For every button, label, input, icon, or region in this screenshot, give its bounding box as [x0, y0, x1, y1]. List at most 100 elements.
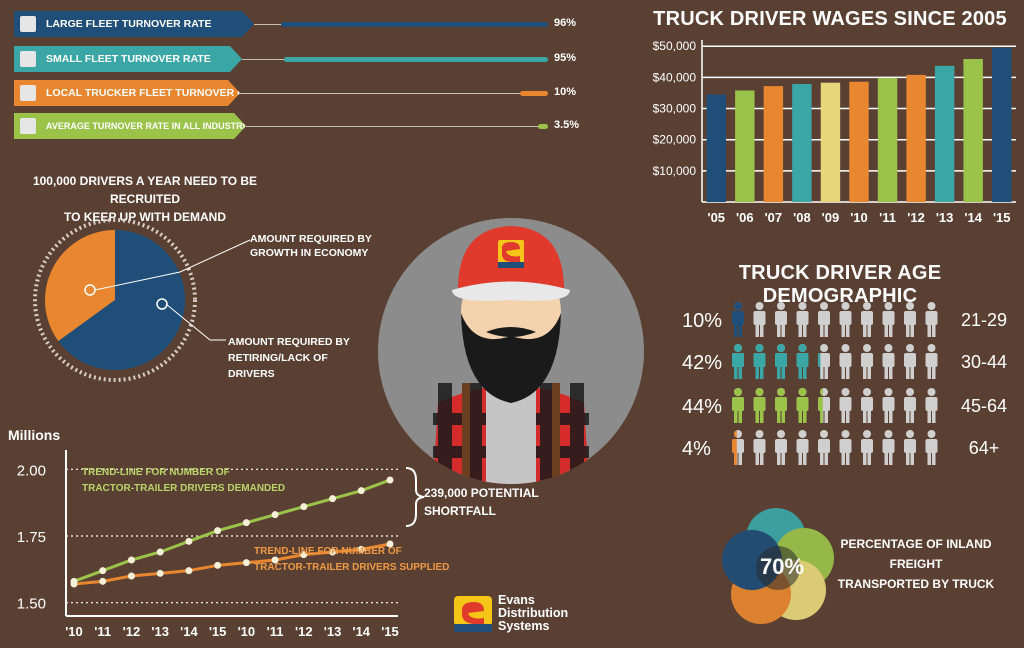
- wage-bar: [963, 59, 983, 202]
- trend-point: [329, 495, 337, 503]
- x-tick-label: '10: [65, 624, 83, 639]
- recruit-heading-line1: 100,000 Drivers a year need to be recrui…: [32, 174, 258, 206]
- trend-point: [156, 548, 164, 556]
- wage-bar: [906, 74, 926, 202]
- freight-label-line3: transported by truck: [837, 577, 995, 591]
- person-icon: [882, 344, 895, 379]
- person-icon: [775, 430, 787, 465]
- trend-line: [73, 478, 391, 583]
- gap-label: 239,000 potential shortfall: [424, 484, 539, 520]
- beard: [461, 313, 561, 403]
- growth-label-line2: growth in economy: [250, 247, 369, 259]
- person-icon: [904, 430, 916, 465]
- age-row: 44% 45-64: [676, 386, 1016, 426]
- x-tick-label: '12: [123, 624, 141, 639]
- turnover-row: Average turnover rate in all industries 3…: [14, 113, 614, 139]
- x-tick-label: '13: [151, 624, 169, 639]
- x-tick-label: '07: [765, 210, 783, 225]
- age-percent: 42%: [682, 352, 723, 374]
- person-icon: [796, 388, 809, 423]
- trend-point: [242, 559, 250, 567]
- y-axis-title: Millions: [8, 427, 60, 443]
- person-icon: [925, 344, 938, 379]
- y-tick-label: $50,000: [653, 39, 697, 53]
- person-icon: [904, 302, 916, 337]
- freight-venn: 70%: [722, 508, 834, 624]
- age-range: 30-44: [960, 352, 1008, 372]
- trend-point: [99, 567, 107, 575]
- person-icon: [882, 430, 895, 465]
- supplied-label: Trend-line for number of tractor-trailer…: [254, 544, 449, 576]
- age-percent: 10%: [682, 310, 723, 332]
- person-icon: [753, 430, 766, 465]
- age-title: Truck Driver Age Demographic: [738, 262, 942, 307]
- x-tick-label: '10: [238, 624, 256, 639]
- checkbox-icon: [20, 118, 36, 134]
- person-icon: [818, 302, 830, 337]
- age-range: 21-29: [960, 310, 1008, 330]
- turnover-tag: Large fleet turnover rate: [14, 11, 254, 37]
- trend-point: [185, 537, 193, 545]
- trend-point: [329, 548, 337, 556]
- x-tick-label: '12: [295, 624, 313, 639]
- retiring-label: Amount required by retiring/lack of driv…: [228, 334, 350, 382]
- x-tick-label: '11: [879, 210, 896, 225]
- trend-point: [271, 511, 279, 519]
- demanded-label-line2: tractor-trailer drivers demanded: [82, 483, 286, 494]
- turnover-value: 95%: [554, 52, 577, 64]
- gap-label-line1: 239,000 potential: [424, 486, 539, 500]
- checkbox-icon: [20, 85, 36, 101]
- turnover-tag: Local trucker fleet turnover rate: [14, 80, 240, 106]
- freight-label-line2: freight: [889, 557, 943, 571]
- x-tick-label: '09: [822, 210, 840, 225]
- age-row: 10% 21-29: [676, 300, 1016, 340]
- retiring-label-line2: retiring/lack of: [228, 352, 328, 364]
- growth-label: Amount required by growth in economy: [250, 232, 372, 260]
- trend-point: [386, 540, 394, 548]
- person-icon: [861, 344, 873, 379]
- age-figures: [732, 388, 938, 423]
- age-percent: 4%: [682, 438, 711, 460]
- x-tick-label: '14: [180, 624, 198, 639]
- retiring-label-line3: drivers: [228, 368, 275, 380]
- demanded-label: Trend-line for number of tractor-trailer…: [82, 465, 285, 497]
- x-tick-label: '14: [352, 624, 370, 639]
- trend-line: [73, 542, 391, 586]
- age-figures: [732, 302, 938, 337]
- suspender-right: [552, 383, 560, 484]
- person-icon: [732, 388, 744, 423]
- person-icon: [753, 344, 766, 379]
- person-icon: [753, 302, 766, 337]
- wages-bar-chart: $10,000 $20,000 $30,000 $40,000 $50,000 '05 '0…: [653, 39, 1016, 225]
- person-icon: [861, 388, 873, 423]
- y-tick-label: 2.00: [17, 462, 46, 479]
- wage-bar: [763, 86, 784, 202]
- turnover-row: Local trucker fleet turnover rate 10%: [14, 80, 614, 106]
- supplied-label-line1: Trend-line for number of: [254, 546, 402, 557]
- person-icon: [839, 388, 852, 423]
- age-range: 45-64: [960, 396, 1008, 416]
- trend-point: [271, 556, 279, 564]
- wage-bar: [934, 65, 955, 202]
- trend-point: [386, 476, 394, 484]
- x-tick-label: '10: [850, 210, 868, 225]
- person-icon: [925, 388, 938, 423]
- person-icon: [882, 302, 895, 337]
- wage-bar: [992, 47, 1012, 203]
- mustache: [486, 327, 536, 337]
- turnover-label: Small fleet turnover rate: [46, 53, 211, 65]
- age-row: 4% 64+: [676, 428, 1016, 468]
- checkbox-icon: [20, 16, 36, 32]
- x-tick-label: '15: [209, 624, 227, 639]
- trend-point: [357, 545, 365, 553]
- wage-bar: [820, 82, 841, 202]
- person-icon: [839, 302, 852, 337]
- turnover-bar: [520, 91, 548, 96]
- x-tick-label: '12: [907, 210, 925, 225]
- checkbox-icon: [20, 51, 36, 67]
- x-tick-label: '14: [964, 210, 982, 225]
- age-row: 42% 30-44: [676, 342, 1016, 382]
- y-tick-label: $40,000: [653, 70, 697, 84]
- turnover-value: 10%: [554, 86, 577, 98]
- y-tick-label: 1.50: [17, 596, 46, 613]
